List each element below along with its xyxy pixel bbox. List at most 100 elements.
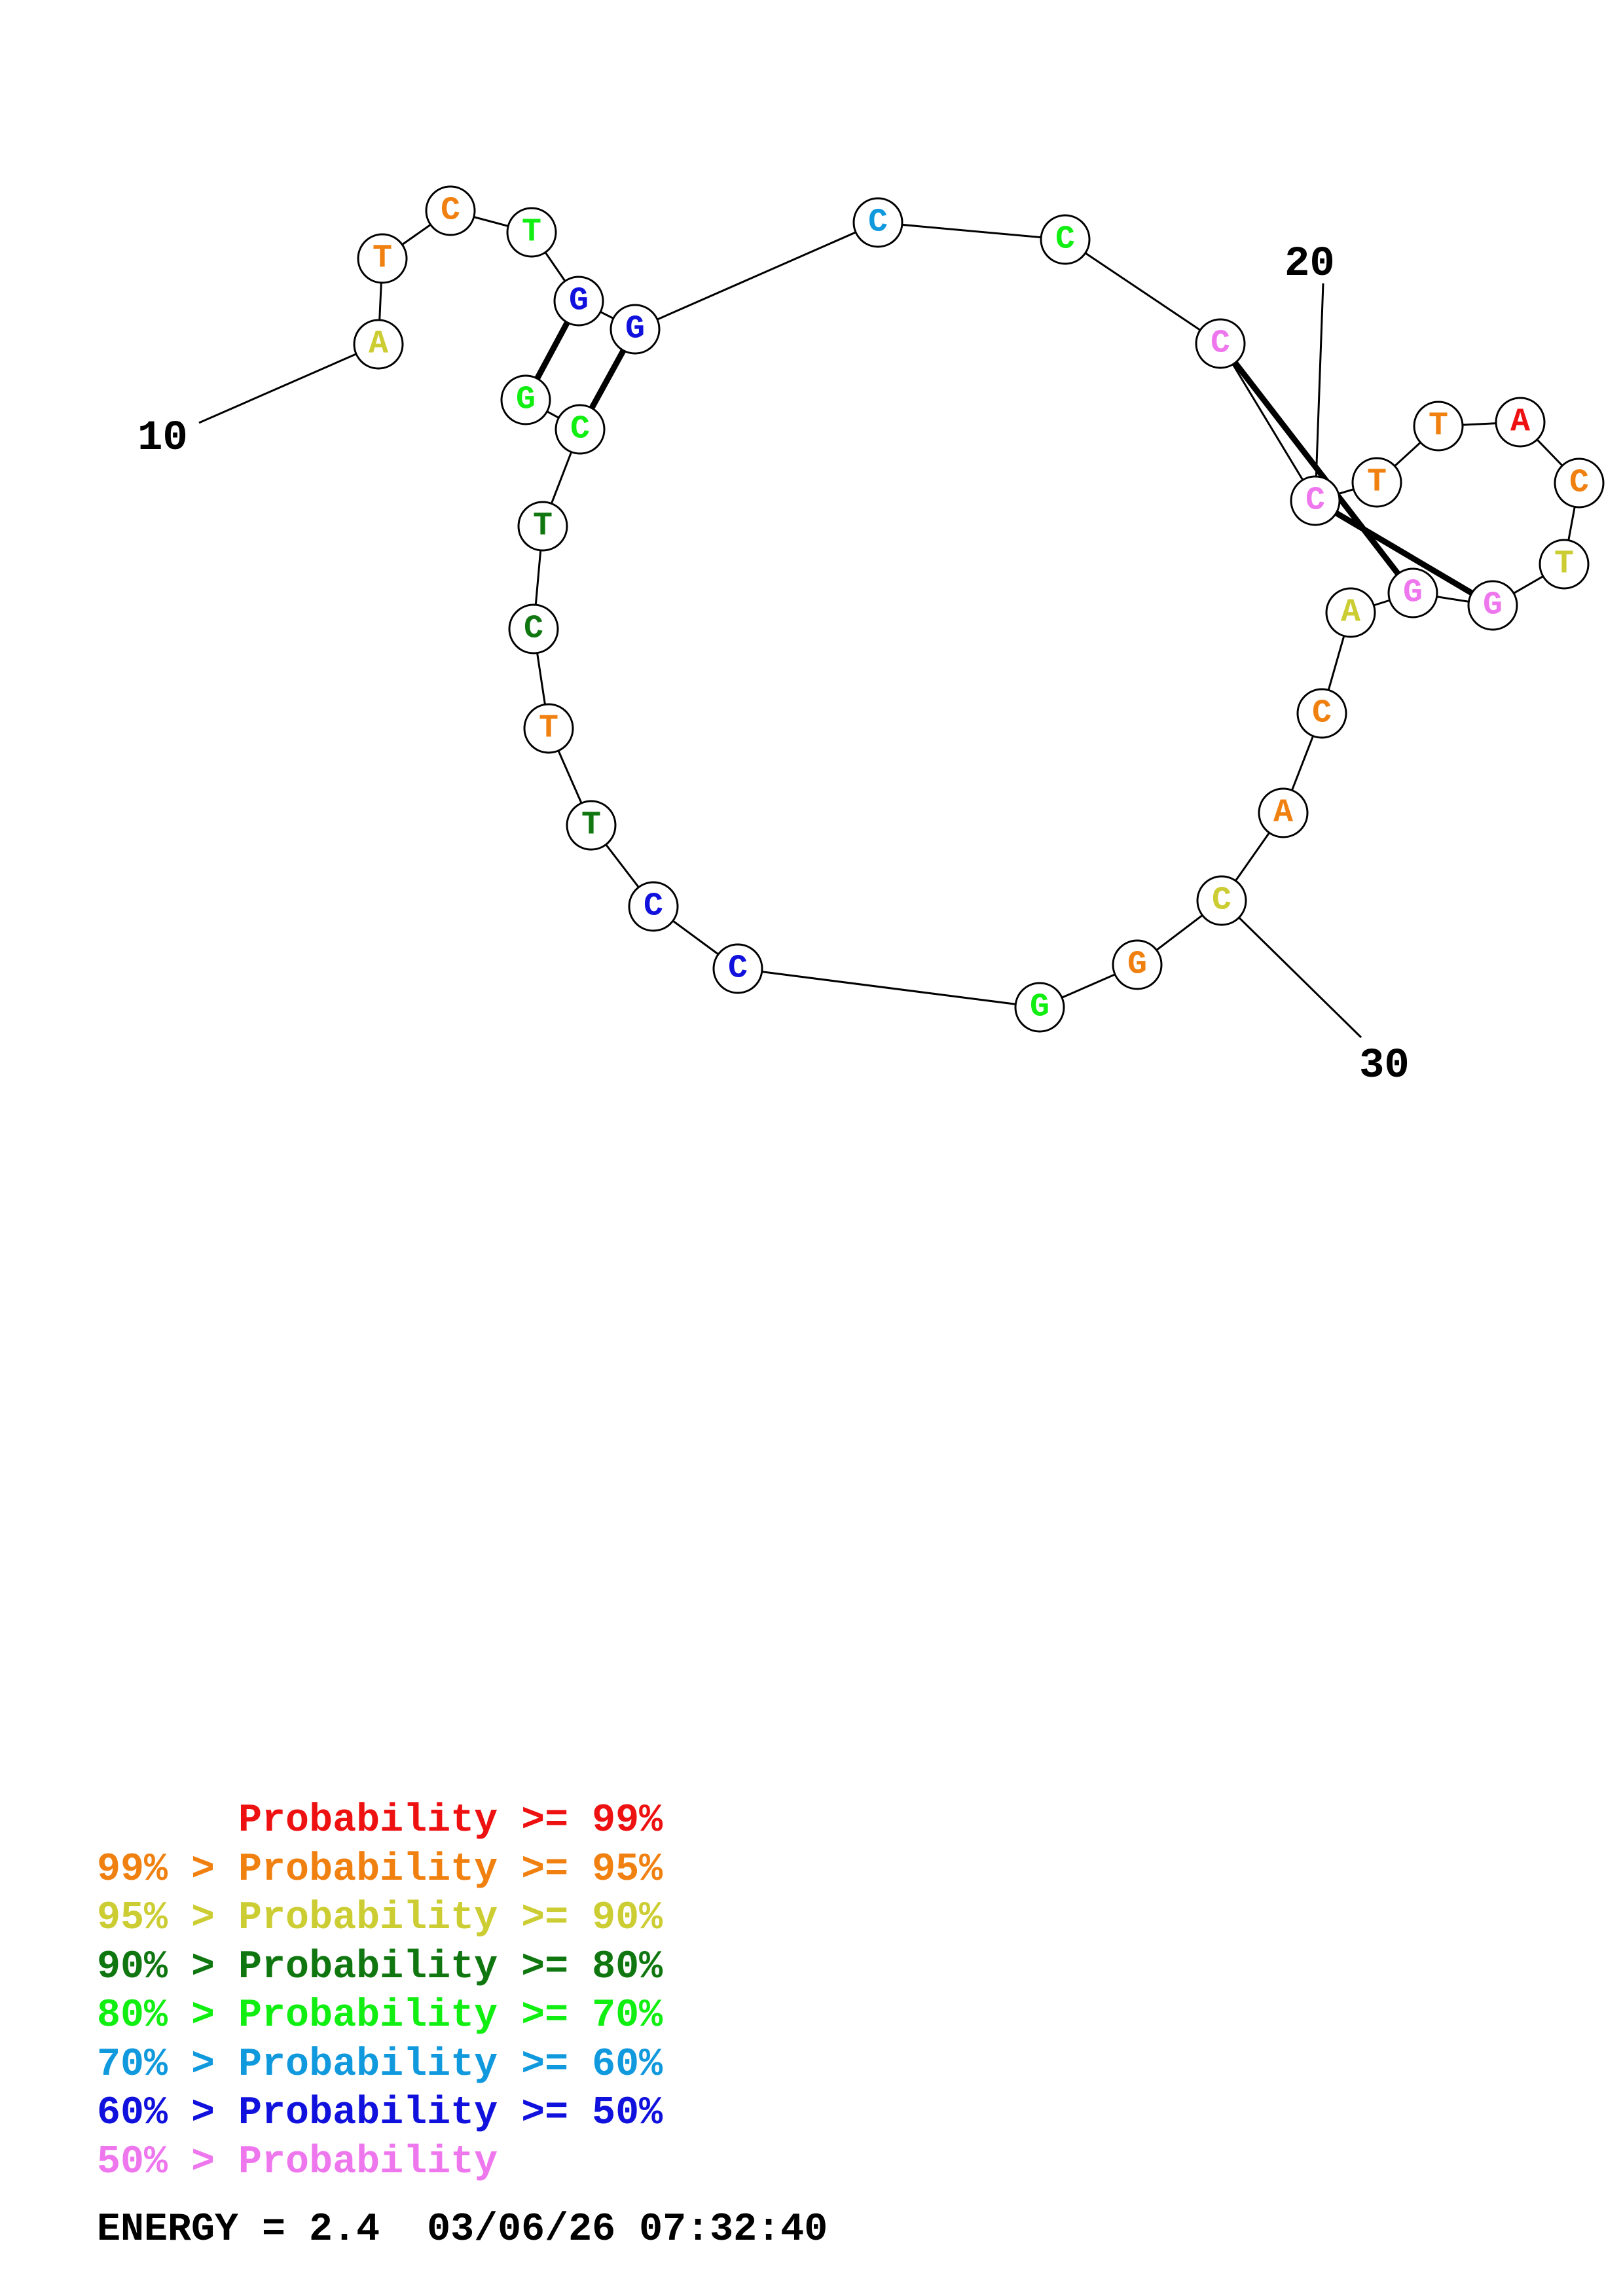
nucleotide-6: G xyxy=(610,304,661,355)
nucleotide-14: C xyxy=(1554,457,1605,509)
legend-prefix: 60% > xyxy=(97,2091,239,2136)
nucleotide-circle xyxy=(1495,397,1546,448)
nucleotide-letter: G xyxy=(625,311,645,348)
legend-row: 70% > Probability >= 60% xyxy=(97,2041,663,2090)
backbone-segment xyxy=(634,221,879,331)
nucleotide-circle xyxy=(628,881,679,932)
nucleotide-9: C xyxy=(1195,318,1246,369)
nucleotide-1: A xyxy=(353,319,404,370)
nucleotide-circle xyxy=(1413,401,1464,452)
nucleotide-letter: C xyxy=(868,204,888,242)
backbone-segment xyxy=(1219,343,1317,501)
base-pair-bond xyxy=(1313,498,1495,608)
backbone-segment xyxy=(877,221,1066,241)
nucleotide-letter: A xyxy=(1341,594,1360,632)
nucleotide-26: T xyxy=(566,800,617,851)
nucleotide-circle xyxy=(1196,875,1247,926)
position-label-30: 30 xyxy=(1359,1043,1410,1090)
nucleotide-letter: C xyxy=(441,192,460,230)
legend-range: Probability xyxy=(238,2140,498,2185)
legend-row: 80% > Probability >= 70% xyxy=(97,1992,663,2041)
nucleotide-28: C xyxy=(508,603,559,655)
nucleotide-18: A xyxy=(1325,587,1376,638)
nucleotide-circle xyxy=(1387,567,1438,619)
nucleotide-letter: A xyxy=(1510,404,1530,441)
legend-row: 50% > Probability xyxy=(97,2138,663,2187)
nucleotide-circle xyxy=(555,404,606,455)
nucleotide-letter: T xyxy=(373,240,392,278)
nucleotide-letter: C xyxy=(1212,882,1231,920)
nucleotide-circle xyxy=(566,800,617,851)
nucleotide-7: C xyxy=(852,197,903,248)
nucleotide-letter: G xyxy=(569,283,589,320)
nucleotide-21: C xyxy=(1196,875,1247,926)
legend-prefix: 50% > xyxy=(97,2140,239,2185)
nucleotide-letter: T xyxy=(1554,546,1574,583)
legend-prefix xyxy=(97,1799,238,1843)
nucleotide-circle xyxy=(1040,214,1091,265)
nucleotide-letter: G xyxy=(1403,575,1423,612)
nucleotide-circle xyxy=(523,703,574,754)
nucleotide-circle xyxy=(357,233,408,284)
position-tick xyxy=(198,343,379,424)
nucleotide-circle xyxy=(1539,539,1590,590)
nucleotide-letter: C xyxy=(728,950,748,988)
nucleotide-2: T xyxy=(357,233,408,284)
nucleotide-24: C xyxy=(712,943,763,994)
nucleotide-circle xyxy=(506,207,557,258)
legend-range: Probability >= 80% xyxy=(238,1945,663,1990)
nucleotide-letter: C xyxy=(1312,695,1332,732)
nucleotide-letter: C xyxy=(524,611,543,648)
nucleotide-19: C xyxy=(1296,688,1347,739)
position-labels: 10 20 30 xyxy=(137,241,1410,1090)
nucleotide-31: G xyxy=(500,374,551,425)
legend-row: Probability >= 99% xyxy=(97,1797,663,1846)
nucleotide-17: G xyxy=(1387,567,1438,619)
nucleotide-circle xyxy=(500,374,551,425)
nucleotide-15: T xyxy=(1539,539,1590,590)
nucleotide-letter: T xyxy=(533,508,553,545)
nucleotide-circle xyxy=(1290,475,1341,526)
nucleotide-letter: C xyxy=(570,411,590,448)
position-label-10: 10 xyxy=(137,415,188,462)
legend-prefix: 95% > xyxy=(97,1896,239,1941)
legend-range: Probability >= 60% xyxy=(238,2042,663,2087)
nucleotide-letter: C xyxy=(1211,325,1230,363)
nucleotide-circle xyxy=(1195,318,1246,369)
nucleotide-letter: G xyxy=(1483,587,1503,624)
nucleotide-22: G xyxy=(1112,939,1163,990)
nucleotide-letter: T xyxy=(1429,408,1448,445)
timestamp: 03/06/26 07:32:40 xyxy=(427,2208,828,2252)
nucleotide-30: C xyxy=(555,404,606,455)
nucleotide-4: T xyxy=(506,207,557,258)
nucleotide-letter: T xyxy=(539,710,558,747)
legend-range: Probability >= 90% xyxy=(238,1896,663,1941)
nucleotide-circle xyxy=(425,185,476,236)
nucleotide-letter: G xyxy=(516,382,536,419)
position-tick xyxy=(1220,899,1362,1039)
nucleotide-circle xyxy=(517,501,568,552)
nucleotide-circle xyxy=(1467,580,1518,631)
base-pair-bond xyxy=(1218,342,1415,595)
nucleotide-circle xyxy=(1112,939,1163,990)
nucleotide-23: G xyxy=(1014,982,1065,1033)
base-pair-bonds xyxy=(523,299,1495,608)
legend-prefix: 70% > xyxy=(97,2042,239,2087)
nucleotide-letter: G xyxy=(1127,946,1147,984)
energy-value: ENERGY = 2.4 xyxy=(97,2208,380,2252)
nucleotide-20: A xyxy=(1258,787,1309,838)
nucleotide-27: T xyxy=(523,703,574,754)
legend-row: 90% > Probability >= 80% xyxy=(97,1943,663,1992)
nucleotide-12: T xyxy=(1413,401,1464,452)
legend-range: Probability >= 95% xyxy=(238,1847,663,1892)
nucleotide-16: G xyxy=(1467,580,1518,631)
nucleotide-5: G xyxy=(553,276,604,327)
energy-footer: ENERGY = 2.4 03/06/26 07:32:40 xyxy=(97,2208,828,2252)
nucleotide-circle xyxy=(1554,457,1605,509)
nucleotide-circle xyxy=(1325,587,1376,638)
nucleotide-29: T xyxy=(517,501,568,552)
nucleotide-11: T xyxy=(1351,457,1402,508)
nucleotide-3: C xyxy=(425,185,476,236)
legend-row: 99% > Probability >= 95% xyxy=(97,1846,663,1895)
